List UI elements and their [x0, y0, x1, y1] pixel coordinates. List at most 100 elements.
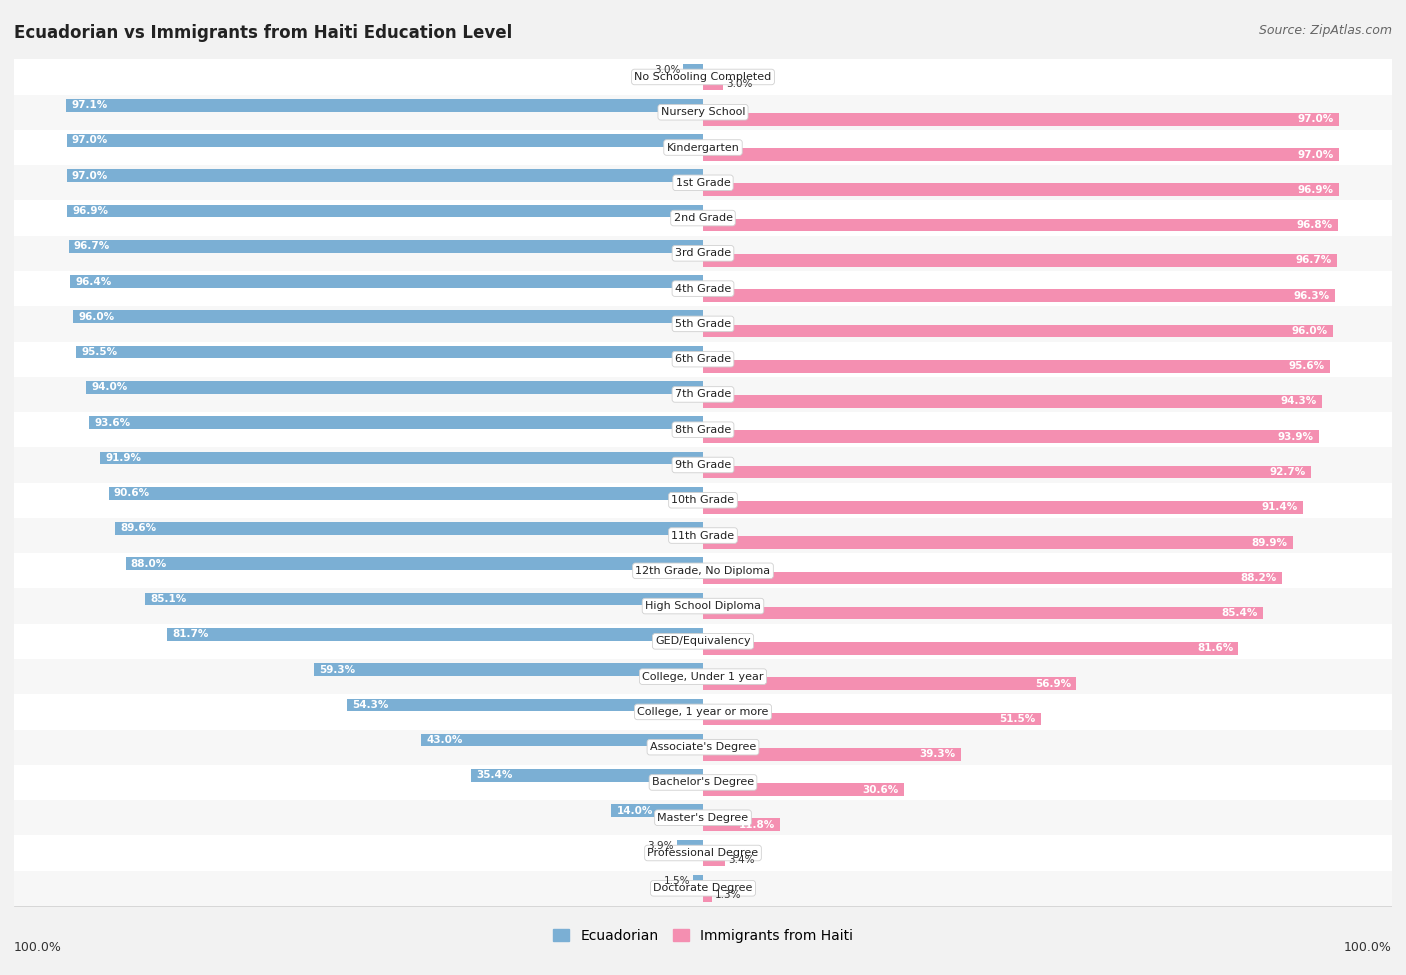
Text: Source: ZipAtlas.com: Source: ZipAtlas.com — [1258, 24, 1392, 37]
Text: 97.0%: 97.0% — [1298, 114, 1334, 124]
Bar — [86, 381, 703, 394]
Text: 91.9%: 91.9% — [105, 453, 141, 463]
Bar — [14, 589, 1392, 624]
Text: 14.0%: 14.0% — [616, 805, 652, 816]
Text: 91.4%: 91.4% — [1261, 502, 1298, 512]
Text: 54.3%: 54.3% — [352, 700, 388, 710]
Bar — [73, 310, 703, 323]
Text: 81.6%: 81.6% — [1197, 644, 1233, 653]
Bar — [14, 59, 1392, 95]
Bar — [100, 451, 703, 464]
Bar — [703, 290, 1334, 302]
Bar — [703, 678, 1077, 690]
Bar — [703, 254, 1337, 267]
Text: 93.9%: 93.9% — [1278, 432, 1313, 442]
Text: 85.1%: 85.1% — [150, 594, 186, 604]
Bar — [703, 78, 723, 91]
Bar — [703, 713, 1040, 725]
Text: 30.6%: 30.6% — [862, 785, 898, 795]
Text: 2nd Grade: 2nd Grade — [673, 214, 733, 223]
Text: 3.4%: 3.4% — [728, 855, 755, 865]
Text: Doctorate Degree: Doctorate Degree — [654, 883, 752, 893]
Bar — [67, 205, 703, 217]
Bar — [14, 341, 1392, 376]
Text: High School Diploma: High School Diploma — [645, 601, 761, 611]
Text: 90.6%: 90.6% — [114, 488, 150, 498]
Bar — [14, 130, 1392, 165]
Text: 85.4%: 85.4% — [1222, 608, 1258, 618]
Text: Kindergarten: Kindergarten — [666, 142, 740, 152]
Bar — [66, 98, 703, 111]
Bar — [420, 734, 703, 747]
Text: 35.4%: 35.4% — [477, 770, 512, 780]
Bar — [167, 628, 703, 641]
Legend: Ecuadorian, Immigrants from Haiti: Ecuadorian, Immigrants from Haiti — [547, 923, 859, 949]
Bar — [703, 748, 960, 760]
Text: 39.3%: 39.3% — [920, 749, 956, 760]
Bar — [14, 165, 1392, 201]
Bar — [66, 170, 703, 182]
Text: College, 1 year or more: College, 1 year or more — [637, 707, 769, 717]
Bar — [108, 487, 703, 499]
Text: 1st Grade: 1st Grade — [676, 177, 730, 188]
Bar — [14, 659, 1392, 694]
Bar — [14, 448, 1392, 483]
Text: 7th Grade: 7th Grade — [675, 389, 731, 400]
Text: 95.6%: 95.6% — [1289, 361, 1324, 371]
Bar — [115, 523, 703, 535]
Text: 4th Grade: 4th Grade — [675, 284, 731, 293]
Text: 95.5%: 95.5% — [82, 347, 118, 357]
Text: 93.6%: 93.6% — [94, 417, 131, 428]
Text: 96.0%: 96.0% — [1292, 326, 1327, 336]
Bar — [14, 836, 1392, 871]
Text: 89.6%: 89.6% — [121, 524, 156, 533]
Text: Associate's Degree: Associate's Degree — [650, 742, 756, 752]
Bar — [14, 306, 1392, 341]
Text: Bachelor's Degree: Bachelor's Degree — [652, 777, 754, 788]
Bar — [612, 804, 703, 817]
Bar — [14, 271, 1392, 306]
Text: 96.3%: 96.3% — [1294, 291, 1330, 300]
Bar — [145, 593, 703, 605]
Text: 12th Grade, No Diploma: 12th Grade, No Diploma — [636, 566, 770, 576]
Bar — [471, 769, 703, 782]
Bar — [703, 536, 1294, 549]
Text: 11th Grade: 11th Grade — [672, 530, 734, 540]
Text: 1.3%: 1.3% — [714, 890, 741, 900]
Text: 88.0%: 88.0% — [131, 559, 167, 568]
Text: 100.0%: 100.0% — [1344, 941, 1392, 954]
Bar — [14, 624, 1392, 659]
Text: 8th Grade: 8th Grade — [675, 425, 731, 435]
Bar — [703, 466, 1312, 479]
Text: 11.8%: 11.8% — [740, 820, 775, 830]
Text: 56.9%: 56.9% — [1035, 679, 1071, 688]
Text: 96.7%: 96.7% — [1296, 255, 1333, 265]
Bar — [14, 201, 1392, 236]
Text: 97.1%: 97.1% — [72, 100, 107, 110]
Bar — [703, 148, 1340, 161]
Bar — [14, 376, 1392, 412]
Text: 81.7%: 81.7% — [172, 629, 208, 640]
Bar — [703, 360, 1330, 372]
Bar — [693, 875, 703, 887]
Text: 9th Grade: 9th Grade — [675, 460, 731, 470]
Text: 3.0%: 3.0% — [654, 65, 681, 75]
Text: 89.9%: 89.9% — [1251, 537, 1288, 548]
Text: 94.3%: 94.3% — [1281, 397, 1316, 407]
Text: 5th Grade: 5th Grade — [675, 319, 731, 329]
Text: Nursery School: Nursery School — [661, 107, 745, 117]
Bar — [14, 412, 1392, 448]
Text: 96.9%: 96.9% — [1298, 185, 1333, 195]
Bar — [14, 236, 1392, 271]
Bar — [14, 483, 1392, 518]
Bar — [14, 764, 1392, 800]
Bar — [69, 240, 703, 253]
Bar — [703, 113, 1340, 126]
Text: 51.5%: 51.5% — [1000, 714, 1036, 724]
Bar — [125, 558, 703, 570]
Bar — [703, 783, 904, 796]
Text: 96.4%: 96.4% — [76, 277, 112, 287]
Bar — [678, 839, 703, 852]
Text: 100.0%: 100.0% — [14, 941, 62, 954]
Text: College, Under 1 year: College, Under 1 year — [643, 672, 763, 682]
